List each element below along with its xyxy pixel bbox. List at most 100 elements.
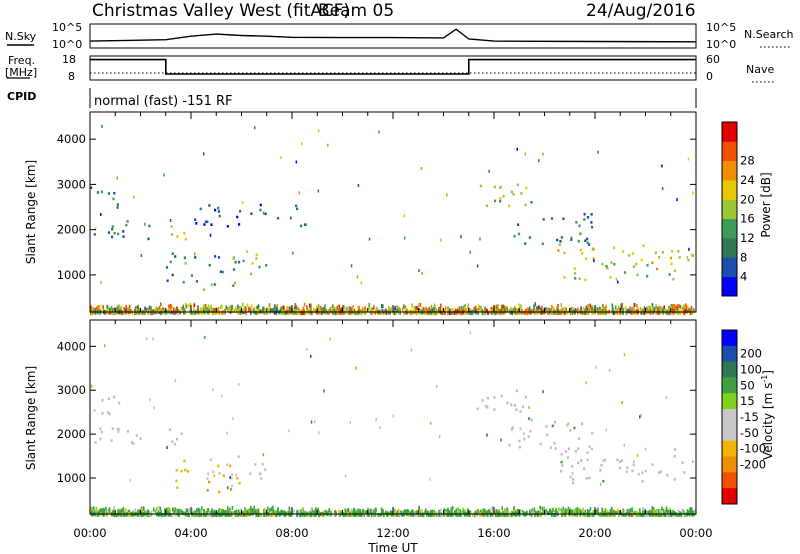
velocity-cell xyxy=(108,507,111,512)
power-cell xyxy=(455,311,458,315)
velocity-cell xyxy=(168,428,172,431)
velocity-cell xyxy=(567,447,570,451)
velocity-cell xyxy=(588,445,591,448)
velocity-cell xyxy=(542,508,545,513)
velocity-cell xyxy=(519,410,522,413)
velocity-cell xyxy=(588,510,591,515)
colorbar-segment xyxy=(722,160,737,181)
power-cell xyxy=(190,311,193,316)
power-cell xyxy=(460,235,462,239)
velocity-cell xyxy=(207,472,209,476)
power-cell xyxy=(213,308,215,313)
velocity-cell xyxy=(108,412,111,416)
velocity-cell xyxy=(206,477,209,481)
velocity-cell xyxy=(168,509,171,514)
power-cell xyxy=(559,240,562,243)
power-cell xyxy=(575,221,578,224)
power-cell xyxy=(232,268,236,271)
velocity-cell xyxy=(589,507,592,512)
power-cell xyxy=(622,250,625,253)
velocity-cell xyxy=(537,512,540,517)
velocity-cell xyxy=(359,510,362,515)
power-cell xyxy=(654,251,657,255)
velocity-cell xyxy=(221,512,223,517)
velocity-cell xyxy=(121,508,123,513)
velocity-cell xyxy=(280,509,283,514)
power-colorbar-label: Power [dB] xyxy=(759,172,773,237)
velocity-cell xyxy=(317,511,319,516)
power-cell xyxy=(678,304,680,309)
power-cell xyxy=(163,173,165,177)
velocity-cell xyxy=(585,381,587,385)
power-cell xyxy=(635,262,638,266)
velocity-cell xyxy=(315,510,318,515)
power-cell xyxy=(210,304,212,309)
velocity-cell xyxy=(273,509,276,514)
velocity-cell xyxy=(132,510,134,514)
velocity-cell xyxy=(516,509,519,513)
power-cell xyxy=(510,190,513,194)
power-cell xyxy=(655,304,657,309)
power-cell xyxy=(157,307,159,312)
velocity-cell xyxy=(666,473,669,477)
power-cell xyxy=(533,304,535,309)
velocity-cell xyxy=(229,507,231,512)
velocity-cell xyxy=(622,512,625,517)
power-cell xyxy=(623,271,627,274)
velocity-cell xyxy=(412,509,414,514)
velocity-cell xyxy=(226,486,229,490)
power-cell xyxy=(690,310,693,315)
velocity-cell xyxy=(435,384,438,388)
power-cell xyxy=(90,305,92,310)
power-cell xyxy=(255,253,258,257)
power-cell xyxy=(389,310,391,315)
power-cell xyxy=(431,308,434,313)
velocity-cell xyxy=(601,507,604,512)
power-cell xyxy=(676,308,679,313)
power-cell xyxy=(177,308,179,313)
power-cell xyxy=(155,306,158,311)
velocity-cell xyxy=(328,508,330,513)
velocity-cell xyxy=(605,428,607,432)
power-cell xyxy=(405,310,407,315)
power-cell xyxy=(317,189,320,193)
velocity-cell xyxy=(598,512,601,517)
power-cell xyxy=(602,303,604,308)
y-tick-label: 3000 xyxy=(57,383,86,397)
power-cell xyxy=(259,203,262,207)
velocity-cell xyxy=(439,508,442,513)
power-cell xyxy=(319,310,322,315)
power-y-axis-label: Slant Range [km] xyxy=(24,160,38,264)
power-cell xyxy=(511,311,513,315)
power-cell xyxy=(622,308,624,313)
velocity-cell xyxy=(489,508,491,513)
velocity-cell xyxy=(329,337,331,341)
power-cell xyxy=(333,308,335,313)
colorbar-segment xyxy=(722,141,737,162)
power-cell xyxy=(265,264,268,267)
velocity-cell xyxy=(219,507,221,512)
power-cell xyxy=(193,303,196,308)
velocity-cell xyxy=(262,453,264,457)
power-cell xyxy=(306,308,308,313)
velocity-cell xyxy=(393,512,396,517)
velocity-cell xyxy=(652,507,655,512)
power-cell xyxy=(675,306,677,310)
velocity-cell xyxy=(355,366,357,370)
velocity-cell xyxy=(631,469,634,473)
power-cell xyxy=(242,308,244,313)
velocity-cell xyxy=(443,512,445,517)
power-cell xyxy=(116,306,118,311)
velocity-cell xyxy=(495,509,498,514)
power-cell xyxy=(134,309,136,313)
power-cell xyxy=(254,310,256,315)
power-cell xyxy=(115,308,117,312)
power-cell xyxy=(204,220,208,223)
velocity-cell xyxy=(147,510,149,515)
power-cell xyxy=(597,150,599,154)
power-cell xyxy=(494,199,497,203)
velocity-cell xyxy=(616,458,619,462)
velocity-cell xyxy=(200,512,202,517)
velocity-cell xyxy=(481,508,484,513)
power-cell xyxy=(198,310,201,315)
